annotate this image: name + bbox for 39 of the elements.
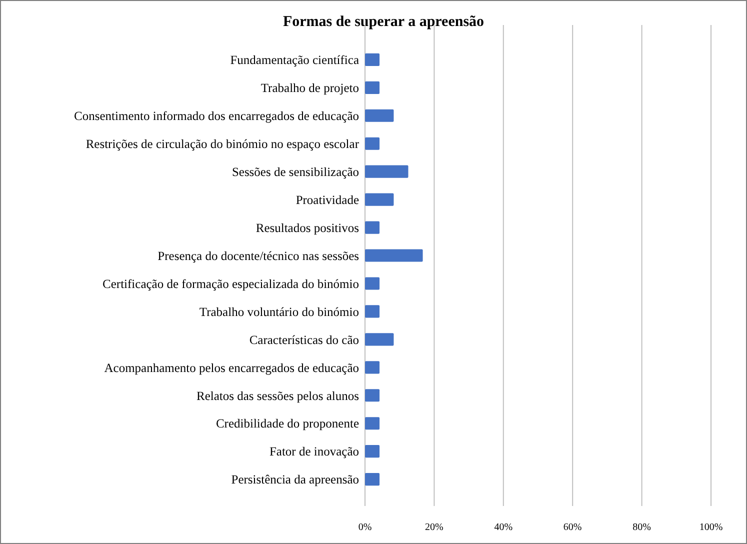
x-tick-label: 40% (494, 522, 513, 533)
bar (365, 81, 380, 94)
bar (365, 389, 380, 402)
chart-title: Formas de superar a apreensão (282, 14, 484, 30)
y-tick-label: Consentimento informado dos encarregados de educação (74, 109, 359, 124)
bar (365, 473, 380, 486)
y-tick-label: Persistência da apreensão (231, 472, 359, 487)
y-tick-label: Trabalho voluntário do binómio (199, 304, 359, 319)
y-tick-label: Presença do docente/técnico nas sessões (158, 248, 360, 263)
x-tick-label: 100% (699, 522, 723, 533)
y-tick-label: Certificação de formação especializada do binómio (102, 276, 359, 291)
y-tick-label: Fundamentação científica (230, 53, 360, 68)
y-tick-label: Proatividade (296, 192, 360, 207)
bar (365, 277, 380, 290)
y-tick-label: Características do cão (249, 332, 359, 347)
bar (365, 193, 394, 206)
bar (365, 137, 380, 150)
bar (365, 221, 380, 234)
y-tick-label: Fator de inovação (269, 444, 359, 459)
bar (365, 53, 380, 66)
y-tick-label: Restrições de circulação do binómio no espaço escolar (86, 136, 360, 151)
bar (365, 305, 380, 318)
bar (365, 445, 380, 458)
y-tick-label: Credibilidade do proponente (216, 416, 360, 431)
y-tick-label: Resultados positivos (256, 220, 360, 235)
y-tick-label: Acompanhamento pelos encarregados de educação (104, 360, 359, 375)
bar (365, 417, 380, 430)
bar (365, 109, 394, 122)
y-tick-label: Relatos das sessões pelos alunos (196, 388, 360, 403)
bar (365, 249, 423, 262)
x-tick-label: 0% (358, 522, 372, 533)
bar (365, 333, 394, 346)
x-tick-label: 80% (632, 522, 651, 533)
x-tick-label: 20% (425, 522, 444, 533)
x-tick-label: 60% (563, 522, 582, 533)
bar (365, 165, 408, 178)
bar (365, 361, 380, 374)
y-tick-label: Sessões de sensibilização (232, 164, 359, 179)
y-tick-label: Trabalho de projeto (260, 81, 359, 96)
